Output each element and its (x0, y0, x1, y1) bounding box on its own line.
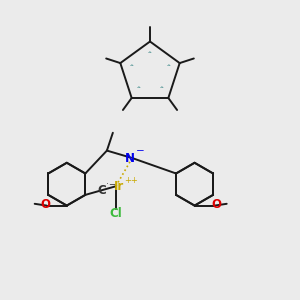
Text: ++: ++ (124, 176, 138, 185)
Text: ^: ^ (137, 86, 140, 91)
Text: ^: ^ (148, 51, 152, 56)
Text: Cl: Cl (110, 207, 122, 220)
Text: C: C (98, 184, 106, 197)
Text: O: O (211, 198, 221, 211)
Text: ·−: ·− (106, 180, 116, 189)
Text: ^: ^ (130, 64, 134, 69)
Text: −: − (136, 146, 145, 157)
Text: Ir: Ir (114, 180, 124, 193)
Text: ^: ^ (167, 64, 170, 69)
Text: N: N (125, 152, 135, 164)
Text: ^: ^ (160, 86, 163, 91)
Text: O: O (40, 198, 50, 211)
